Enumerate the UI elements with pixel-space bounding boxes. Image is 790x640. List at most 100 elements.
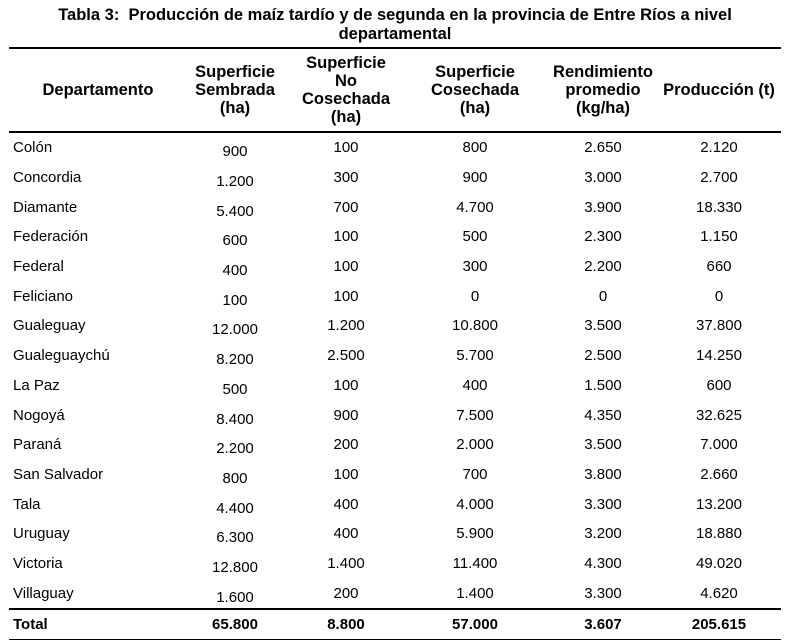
produccion-cell: 13.200 <box>696 495 742 513</box>
department-cell: Nogoyá <box>13 406 65 424</box>
rendimiento-cell: 2.650 <box>584 139 622 157</box>
sembrada-cell: 900 <box>179 132 291 163</box>
no_cosechada-cell: 100 <box>333 258 359 276</box>
produccion-cell: 18.330 <box>696 198 742 216</box>
produccion-cell: 4.620 <box>700 584 738 602</box>
no_cosechada-cell: 300 <box>333 169 359 187</box>
header-superficie-sembrada: Superficie Sembrada (ha) <box>195 63 275 117</box>
table-row: San Salvador 800 100 700 3.800 2.660 <box>9 460 781 490</box>
rendimiento-cell: 2.300 <box>584 228 622 246</box>
rendimiento-cell: 0 <box>598 287 608 305</box>
no_cosechada-cell: 400 <box>333 495 359 513</box>
department-cell: Concordia <box>13 169 82 187</box>
department-cell: Colón <box>13 139 53 157</box>
cosechada-cell: 800 <box>462 139 488 157</box>
no_cosechada-cell: 100 <box>333 139 359 157</box>
cosechada-cell: 11.400 <box>452 554 498 572</box>
department-cell: Villaguay <box>13 584 74 602</box>
sembrada-cell: 12.000 <box>179 311 291 341</box>
department-cell: Gualeguaychú <box>13 347 110 365</box>
sembrada-value: 600 <box>222 232 248 250</box>
sembrada-cell: 1.200 <box>179 163 291 193</box>
table-row: Tala 4.400 400 4.000 3.300 13.200 <box>9 489 781 519</box>
department-cell: La Paz <box>13 376 60 394</box>
department-cell: Federal <box>13 258 64 276</box>
sembrada-value: 6.300 <box>216 529 254 547</box>
sembrada-value: 1.600 <box>216 588 254 606</box>
table-row: Gualeguay 12.000 1.200 10.800 3.500 37.800 <box>9 311 781 341</box>
table-body: Colón 900 100 800 2.650 2.120 Concordia 1.200 30… <box>9 132 781 609</box>
sembrada-cell: 400 <box>179 252 291 282</box>
produccion-cell: 1.150 <box>700 228 738 246</box>
no_cosechada-cell: 100 <box>333 287 359 305</box>
no_cosechada-cell: 700 <box>333 198 359 216</box>
sembrada-cell: 2.200 <box>179 430 291 460</box>
rendimiento-cell: 1.500 <box>584 376 622 394</box>
produccion-cell: 2.700 <box>700 169 738 187</box>
table-row: Federación 600 100 500 2.300 1.150 <box>9 222 781 252</box>
no_cosechada-cell: 200 <box>333 436 359 454</box>
rendimiento-cell: 3.200 <box>584 525 622 543</box>
rendimiento-cell: 4.300 <box>584 554 622 572</box>
sembrada-cell: 600 <box>179 222 291 252</box>
sembrada-cell: 12.800 <box>179 549 291 579</box>
sembrada-cell: 500 <box>179 371 291 401</box>
table-row: Paraná 2.200 200 2.000 3.500 7.000 <box>9 430 781 460</box>
cosechada-cell: 7.500 <box>456 406 494 424</box>
department-cell: Uruguay <box>13 525 70 543</box>
no_cosechada-cell: 900 <box>333 406 359 424</box>
produccion-cell: 600 <box>706 376 732 394</box>
header-row: Departamento Superficie Sembrada (ha) Su… <box>9 48 781 132</box>
table-row: Colón 900 100 800 2.650 2.120 <box>9 132 781 163</box>
sembrada-value: 800 <box>222 469 248 487</box>
total-sembrada: 65.800 <box>212 616 258 633</box>
no_cosechada-cell: 1.400 <box>327 554 365 572</box>
sembrada-cell: 100 <box>179 281 291 311</box>
produccion-cell: 660 <box>706 258 732 276</box>
header-departamento: Departamento <box>42 81 154 99</box>
table-row: Nogoyá 8.400 900 7.500 4.350 32.625 <box>9 400 781 430</box>
cosechada-cell: 900 <box>462 169 488 187</box>
rendimiento-cell: 3.000 <box>584 169 622 187</box>
no_cosechada-cell: 400 <box>333 525 359 543</box>
rendimiento-cell: 2.200 <box>584 258 622 276</box>
sembrada-cell: 5.400 <box>179 192 291 222</box>
table-title: Tabla 3: Producción de maíz tardío y de … <box>58 6 732 43</box>
table-row: Feliciano 100 100 0 0 0 <box>9 281 781 311</box>
department-cell: Diamante <box>13 198 78 216</box>
produccion-cell: 2.120 <box>700 139 738 157</box>
table-row: Concordia 1.200 300 900 3.000 2.700 <box>9 163 781 193</box>
table-row: Uruguay 6.300 400 5.900 3.200 18.880 <box>9 519 781 549</box>
sembrada-value: 5.400 <box>216 202 254 220</box>
sembrada-value: 900 <box>222 143 248 161</box>
cosechada-cell: 5.700 <box>456 347 494 365</box>
header-superficie-no-cosechada: Superficie No Cosechada (ha) <box>301 54 391 126</box>
cosechada-cell: 1.400 <box>456 584 494 602</box>
cosechada-cell: 500 <box>462 228 488 246</box>
cosechada-cell: 700 <box>462 465 488 483</box>
sembrada-value: 1.200 <box>216 173 254 191</box>
cosechada-cell: 10.800 <box>452 317 498 335</box>
rendimiento-cell: 3.800 <box>584 465 622 483</box>
table-row: Victoria 12.800 1.400 11.400 4.300 49.020 <box>9 549 781 579</box>
total-no-cosechada: 8.800 <box>327 616 365 633</box>
department-cell: San Salvador <box>13 465 104 483</box>
produccion-cell: 7.000 <box>700 436 738 454</box>
sembrada-cell: 1.600 <box>179 578 291 609</box>
produccion-cell: 18.880 <box>696 525 742 543</box>
sembrada-value: 12.800 <box>212 558 258 576</box>
sembrada-value: 8.400 <box>216 410 254 428</box>
department-cell: Gualeguay <box>13 317 86 335</box>
produccion-cell: 37.800 <box>696 317 742 335</box>
cosechada-cell: 2.000 <box>456 436 494 454</box>
department-cell: Feliciano <box>13 287 74 305</box>
table-row: Villaguay 1.600 200 1.400 3.300 4.620 <box>9 578 781 609</box>
produccion-cell: 0 <box>714 287 724 305</box>
sembrada-cell: 4.400 <box>179 489 291 519</box>
sembrada-value: 400 <box>222 262 248 280</box>
total-label: Total <box>13 616 48 633</box>
produccion-cell: 32.625 <box>696 406 742 424</box>
sembrada-value: 4.400 <box>216 499 254 517</box>
header-superficie-cosechada: Superficie Cosechada (ha) <box>430 63 520 117</box>
